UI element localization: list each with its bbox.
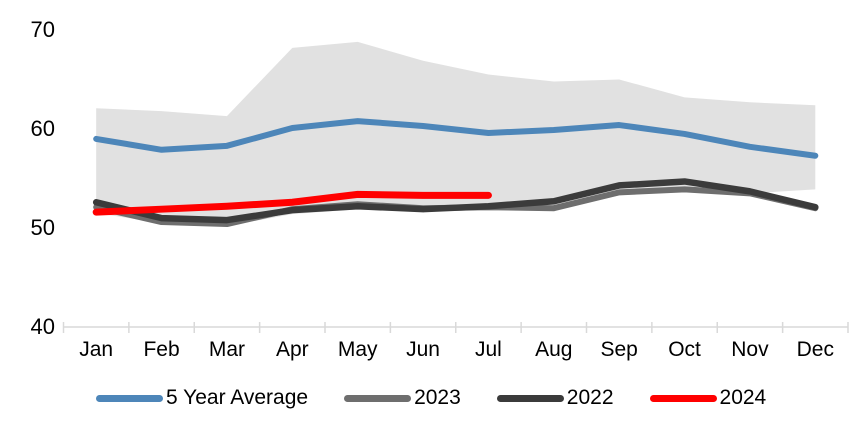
y-axis-tick-label: 40 [31, 314, 55, 339]
legend-label-2024: 2024 [719, 386, 767, 409]
legend-item-5-year-average[interactable]: 5 Year Average [96, 386, 308, 410]
legend-swatch-2022 [496, 394, 564, 402]
x-axis-label-sep: Sep [601, 338, 638, 361]
chart-legend: 5 Year Average 2023 2022 2024 [96, 386, 802, 410]
x-axis-label-apr: Apr [276, 338, 309, 361]
x-axis-label-feb: Feb [143, 338, 179, 361]
series-line-5-year-average[interactable] [93, 118, 819, 159]
x-axis-label-aug: Aug [535, 338, 572, 361]
range-band [96, 41, 816, 227]
x-axis-label-nov: Nov [731, 338, 769, 361]
legend-swatch-2024 [649, 394, 717, 402]
x-axis-label-mar: Mar [209, 338, 245, 361]
x-axis-label-jun: Jun [406, 338, 440, 361]
legend-label-2023: 2023 [414, 386, 461, 409]
x-axis-label-oct: Oct [668, 338, 701, 361]
y-axis-tick-label: 70 [31, 17, 55, 42]
legend-swatch-2023 [344, 394, 412, 402]
y-axis-tick-label: 50 [31, 215, 55, 240]
legend-item-2024[interactable]: 2024 [649, 386, 767, 410]
legend-item-2022[interactable]: 2022 [496, 386, 614, 410]
x-axis-label-jan: Jan [79, 338, 113, 361]
legend-item-2023[interactable]: 2023 [344, 386, 461, 410]
x-axis-label-may: May [338, 338, 378, 361]
legend-swatch-5-year-average [96, 394, 163, 402]
legend-label-2022: 2022 [566, 386, 614, 409]
series-line-2022[interactable] [92, 178, 819, 224]
x-axis-label-dec: Dec [797, 338, 834, 361]
x-axis-label-jul: Jul [475, 338, 502, 361]
y-axis-tick-label: 60 [31, 116, 55, 141]
series-line-2024[interactable] [92, 190, 492, 216]
legend-label-5-year-average: 5 Year Average [166, 386, 309, 409]
